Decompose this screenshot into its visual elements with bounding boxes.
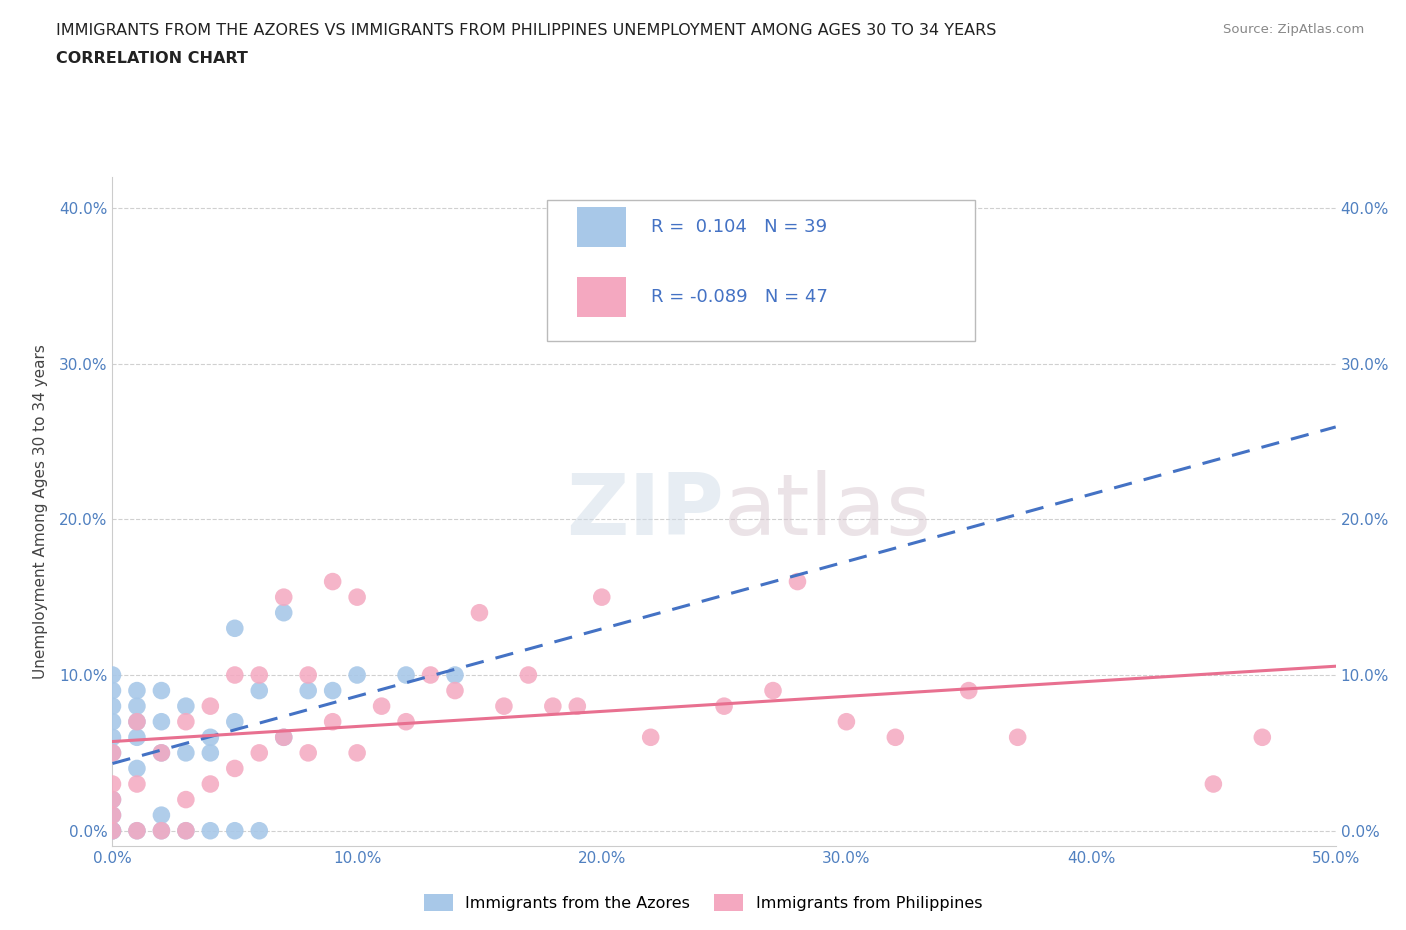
Point	[762, 684, 785, 698]
Point	[101, 714, 124, 729]
Point	[150, 746, 173, 761]
Point	[224, 714, 246, 729]
Text: IMMIGRANTS FROM THE AZORES VS IMMIGRANTS FROM PHILIPPINES UNEMPLOYMENT AMONG AGE: IMMIGRANTS FROM THE AZORES VS IMMIGRANTS…	[56, 23, 997, 38]
Point	[125, 714, 148, 729]
Text: CORRELATION CHART: CORRELATION CHART	[56, 51, 247, 66]
Point	[591, 590, 613, 604]
Point	[125, 761, 148, 776]
Point	[247, 668, 270, 683]
Point	[713, 698, 735, 713]
Point	[101, 823, 124, 838]
Text: R =  0.104   N = 39: R = 0.104 N = 39	[651, 218, 827, 236]
Point	[174, 823, 197, 838]
Point	[101, 823, 124, 838]
Point	[101, 684, 124, 698]
Point	[224, 761, 246, 776]
Point	[150, 714, 173, 729]
Point	[444, 668, 467, 683]
Point	[150, 823, 173, 838]
Point	[395, 668, 418, 683]
Point	[346, 668, 368, 683]
Point	[101, 698, 124, 713]
Point	[125, 684, 148, 698]
Point	[640, 730, 662, 745]
Point	[224, 621, 246, 636]
Point	[150, 684, 173, 698]
Point	[200, 777, 222, 791]
Point	[174, 746, 197, 761]
Point	[101, 730, 124, 745]
Point	[541, 698, 564, 713]
Point	[247, 746, 270, 761]
Bar	[578, 206, 626, 247]
Point	[444, 684, 467, 698]
Point	[419, 668, 441, 683]
Point	[125, 777, 148, 791]
Point	[125, 823, 148, 838]
Point	[322, 574, 344, 589]
Point	[322, 684, 344, 698]
Point	[101, 668, 124, 683]
Point	[174, 792, 197, 807]
Point	[101, 792, 124, 807]
Point	[125, 823, 148, 838]
Point	[957, 684, 980, 698]
Point	[101, 808, 124, 823]
Point	[492, 698, 515, 713]
Bar	[578, 277, 626, 317]
Point	[273, 590, 295, 604]
Point	[1202, 777, 1225, 791]
Point	[150, 808, 173, 823]
Point	[395, 714, 418, 729]
Point	[346, 590, 368, 604]
Point	[567, 698, 589, 713]
Point	[297, 746, 319, 761]
Y-axis label: Unemployment Among Ages 30 to 34 years: Unemployment Among Ages 30 to 34 years	[32, 344, 48, 679]
Point	[517, 668, 540, 683]
Point	[884, 730, 907, 745]
Legend: Immigrants from the Azores, Immigrants from Philippines: Immigrants from the Azores, Immigrants f…	[418, 888, 988, 917]
Point	[101, 808, 124, 823]
Point	[786, 574, 808, 589]
Point	[346, 746, 368, 761]
Point	[101, 777, 124, 791]
Point	[101, 746, 124, 761]
Point	[273, 730, 295, 745]
Point	[247, 823, 270, 838]
Point	[200, 746, 222, 761]
Point	[297, 668, 319, 683]
Point	[200, 823, 222, 838]
Point	[101, 792, 124, 807]
Point	[322, 714, 344, 729]
Point	[125, 730, 148, 745]
Point	[273, 605, 295, 620]
Point	[101, 823, 124, 838]
Point	[835, 714, 858, 729]
Point	[174, 698, 197, 713]
Text: atlas: atlas	[724, 470, 932, 553]
Point	[1007, 730, 1029, 745]
Point	[297, 684, 319, 698]
Point	[247, 684, 270, 698]
Point	[200, 730, 222, 745]
Point	[101, 746, 124, 761]
FancyBboxPatch shape	[547, 200, 974, 340]
Text: Source: ZipAtlas.com: Source: ZipAtlas.com	[1223, 23, 1364, 36]
Point	[150, 823, 173, 838]
Text: R = -0.089   N = 47: R = -0.089 N = 47	[651, 288, 828, 306]
Point	[468, 605, 491, 620]
Point	[174, 714, 197, 729]
Point	[224, 668, 246, 683]
Point	[224, 823, 246, 838]
Point	[273, 730, 295, 745]
Point	[1251, 730, 1274, 745]
Point	[200, 698, 222, 713]
Point	[125, 714, 148, 729]
Point	[150, 746, 173, 761]
Text: ZIP: ZIP	[567, 470, 724, 553]
Point	[125, 698, 148, 713]
Point	[370, 698, 392, 713]
Point	[174, 823, 197, 838]
